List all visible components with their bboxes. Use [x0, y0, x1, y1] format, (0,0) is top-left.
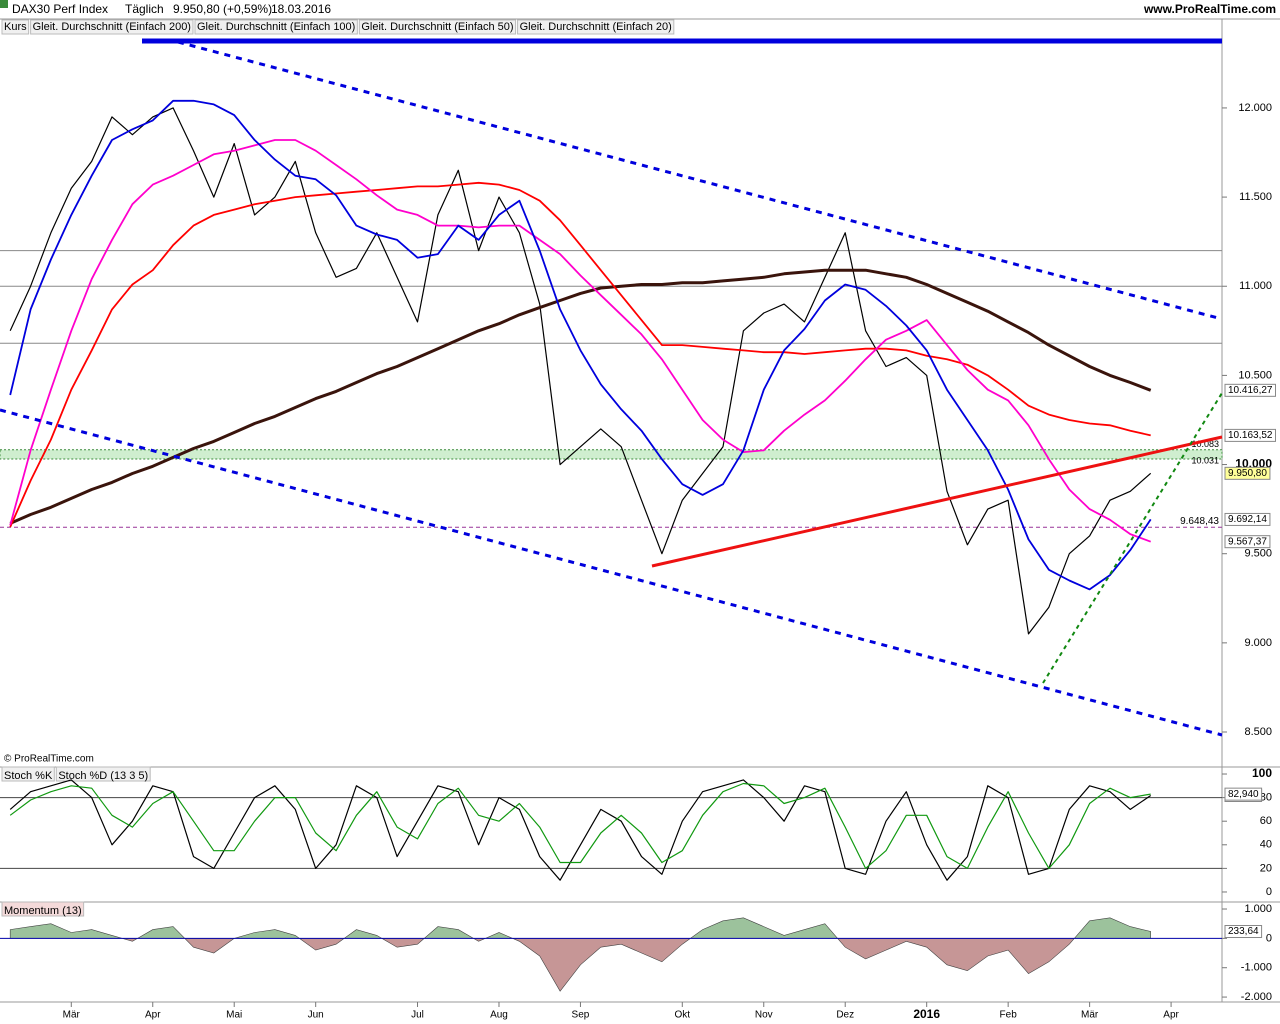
y-tick-label: 9.000: [1244, 637, 1272, 649]
y-tick-label: 80: [1260, 792, 1272, 804]
last-value-badge: [1224, 787, 1263, 801]
x-tick-label: Nov: [755, 1010, 773, 1021]
copyright: © ProRealTime.com: [4, 754, 94, 765]
x-tick-label: Jul: [411, 1010, 424, 1021]
legend-box: [30, 19, 194, 35]
y-tick-label: -1.000: [1241, 962, 1272, 974]
x-tick-label: Mär: [1081, 1010, 1099, 1021]
last-value-label: 9.567,37: [1228, 536, 1267, 547]
y-tick-label: 12.000: [1238, 102, 1272, 114]
quote: 9.950,80 (+0,59%): [173, 2, 272, 16]
legend-entry: Gleit. Durchschnitt (Einfach 100): [197, 21, 355, 33]
y-tick-label: 100: [1252, 766, 1272, 780]
legend-entry: Momentum (13): [4, 905, 82, 917]
y-tick-label: 9.500: [1244, 548, 1272, 560]
legend-box: [194, 19, 358, 35]
legend-entry: Stoch %D (13 3 5): [58, 770, 148, 782]
legend-entry: Stoch %K: [4, 770, 53, 782]
y-tick-label: 11.000: [1239, 280, 1272, 292]
y-tick-label: 8.500: [1244, 726, 1272, 738]
x-tick-label: Dez: [836, 1010, 854, 1021]
series-line: [9, 268, 1152, 525]
legend-box: [1, 766, 55, 782]
date: 18.03.2016: [271, 2, 331, 16]
legend-box: [358, 19, 517, 35]
x-tick-label: Jun: [308, 1010, 324, 1021]
y-tick-label: -2.000: [1241, 991, 1272, 1003]
x-tick-label: Okt: [675, 1010, 691, 1021]
last-value-badge: [1224, 512, 1271, 526]
plot: Mär Apr Mai Jun Jul Aug Sep Okt Nov Dez 2016 Feb Mär…: [0, 19, 1276, 1021]
y-tick-label: 40: [1260, 839, 1272, 851]
y-tick-label: 10.500: [1238, 369, 1272, 381]
support-zone: [0, 449, 1223, 460]
period: Täglich: [125, 2, 164, 16]
legend-box: [517, 19, 675, 35]
series-line: [9, 99, 1152, 591]
x-tick-label: Mai: [226, 1010, 242, 1021]
y-tick-label: 11.500: [1239, 191, 1272, 203]
last-value-badge: [1224, 383, 1276, 397]
x-tick-label: Mär: [63, 1010, 81, 1021]
y-tick-label: 0: [1266, 932, 1272, 944]
y-tick-label: 60: [1260, 815, 1272, 827]
last-value-badge: [1224, 466, 1271, 480]
legend-entry: Gleit. Durchschnitt (Einfach 50): [361, 21, 513, 33]
level-label: 9.648,43: [1180, 516, 1219, 527]
last-value-label: 10.163,52: [1228, 430, 1273, 441]
x-tick-label: Apr: [145, 1010, 161, 1021]
x-tick-label: Feb: [1000, 1010, 1018, 1021]
zone-label: 10.083: [1191, 439, 1219, 449]
last-value-label: 233,64: [1228, 926, 1259, 937]
y-tick-label: 20: [1260, 862, 1272, 874]
legend-box: [55, 766, 151, 782]
x-tick-label: 2016: [913, 1007, 940, 1021]
last-value-label: 9.692,14: [1228, 514, 1267, 525]
legend-entry: Gleit. Durchschnitt (Einfach 20): [520, 21, 672, 33]
trend-line: [651, 435, 1223, 568]
series-line: [9, 107, 1152, 635]
site: www.ProRealTime.com: [1143, 2, 1276, 16]
last-value-label: 82,940: [1228, 789, 1259, 800]
icon: [0, 0, 8, 8]
series-line: [9, 139, 1152, 543]
y-tick-label: 1.000: [1244, 903, 1272, 915]
series-line: [9, 782, 1151, 869]
legend-box: [1, 901, 85, 917]
support-line: [1042, 392, 1223, 684]
last-value-badge: [1224, 428, 1276, 442]
legend-entry: Kurs: [4, 21, 27, 33]
last-value-badge: [1224, 535, 1271, 549]
y-tick-label: 0: [1266, 886, 1272, 898]
last-value-badge: [1224, 925, 1263, 939]
x-tick-label: Aug: [490, 1010, 508, 1021]
x-tick-label: Apr: [1163, 1010, 1179, 1021]
legend-entry: Gleit. Durchschnitt (Einfach 200): [33, 21, 191, 33]
x-tick-label: Sep: [572, 1010, 590, 1021]
symbol: DAX30 Perf Index: [12, 2, 108, 16]
legend-box: [1, 19, 30, 35]
momentum-area-negative: [9, 938, 1152, 992]
zone-label: 10.031: [1191, 455, 1219, 465]
last-value-label: 10.416,27: [1228, 385, 1273, 396]
last-value-label: 9.950,80: [1228, 468, 1267, 479]
